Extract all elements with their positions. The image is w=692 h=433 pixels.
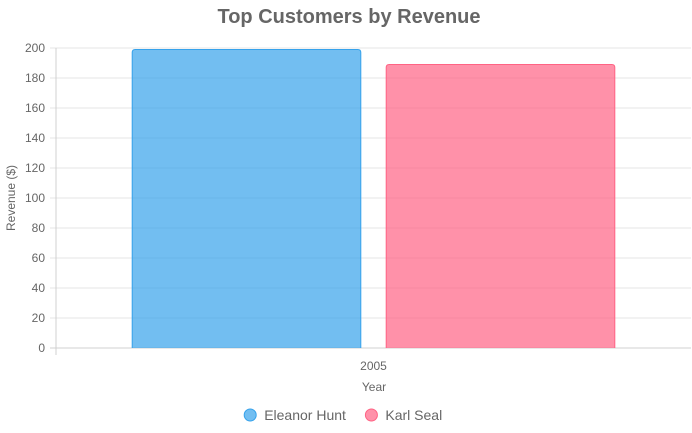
bar-karl-seal[interactable] xyxy=(385,64,616,349)
chart-title: Top Customers by Revenue xyxy=(217,6,480,28)
y-tick-label: 40 xyxy=(32,281,46,295)
legend-swatch xyxy=(364,408,378,422)
y-tick-label: 160 xyxy=(25,101,45,115)
x-tick-label: 2005 xyxy=(360,359,387,373)
y-tick-label: 60 xyxy=(32,251,46,265)
y-tick-label: 120 xyxy=(25,161,45,175)
x-axis-label: Year xyxy=(362,380,386,394)
y-tick-label: 0 xyxy=(38,341,45,355)
x-axis-ticks: 2005 xyxy=(360,359,387,373)
legend-item-karl-seal[interactable]: Karl Seal xyxy=(364,407,442,423)
y-tick-label: 100 xyxy=(25,191,45,205)
legend-item-eleanor-hunt[interactable]: Eleanor Hunt xyxy=(243,407,346,423)
legend-label: Eleanor Hunt xyxy=(264,407,346,423)
legend-label: Karl Seal xyxy=(385,407,442,423)
bar-eleanor-hunt[interactable] xyxy=(131,49,362,349)
y-tick-label: 200 xyxy=(25,41,45,55)
y-axis-label: Revenue ($) xyxy=(4,165,18,231)
y-tick-label: 180 xyxy=(25,71,45,85)
legend: Eleanor Hunt Karl Seal xyxy=(243,407,442,423)
y-tick-label: 140 xyxy=(25,131,45,145)
y-axis-ticks: 0 20 40 60 80 100 120 140 160 180 200 xyxy=(25,41,45,355)
y-tick-label: 20 xyxy=(32,311,46,325)
y-tick-label: 80 xyxy=(32,221,46,235)
bars xyxy=(131,49,616,349)
legend-swatch xyxy=(243,408,257,422)
